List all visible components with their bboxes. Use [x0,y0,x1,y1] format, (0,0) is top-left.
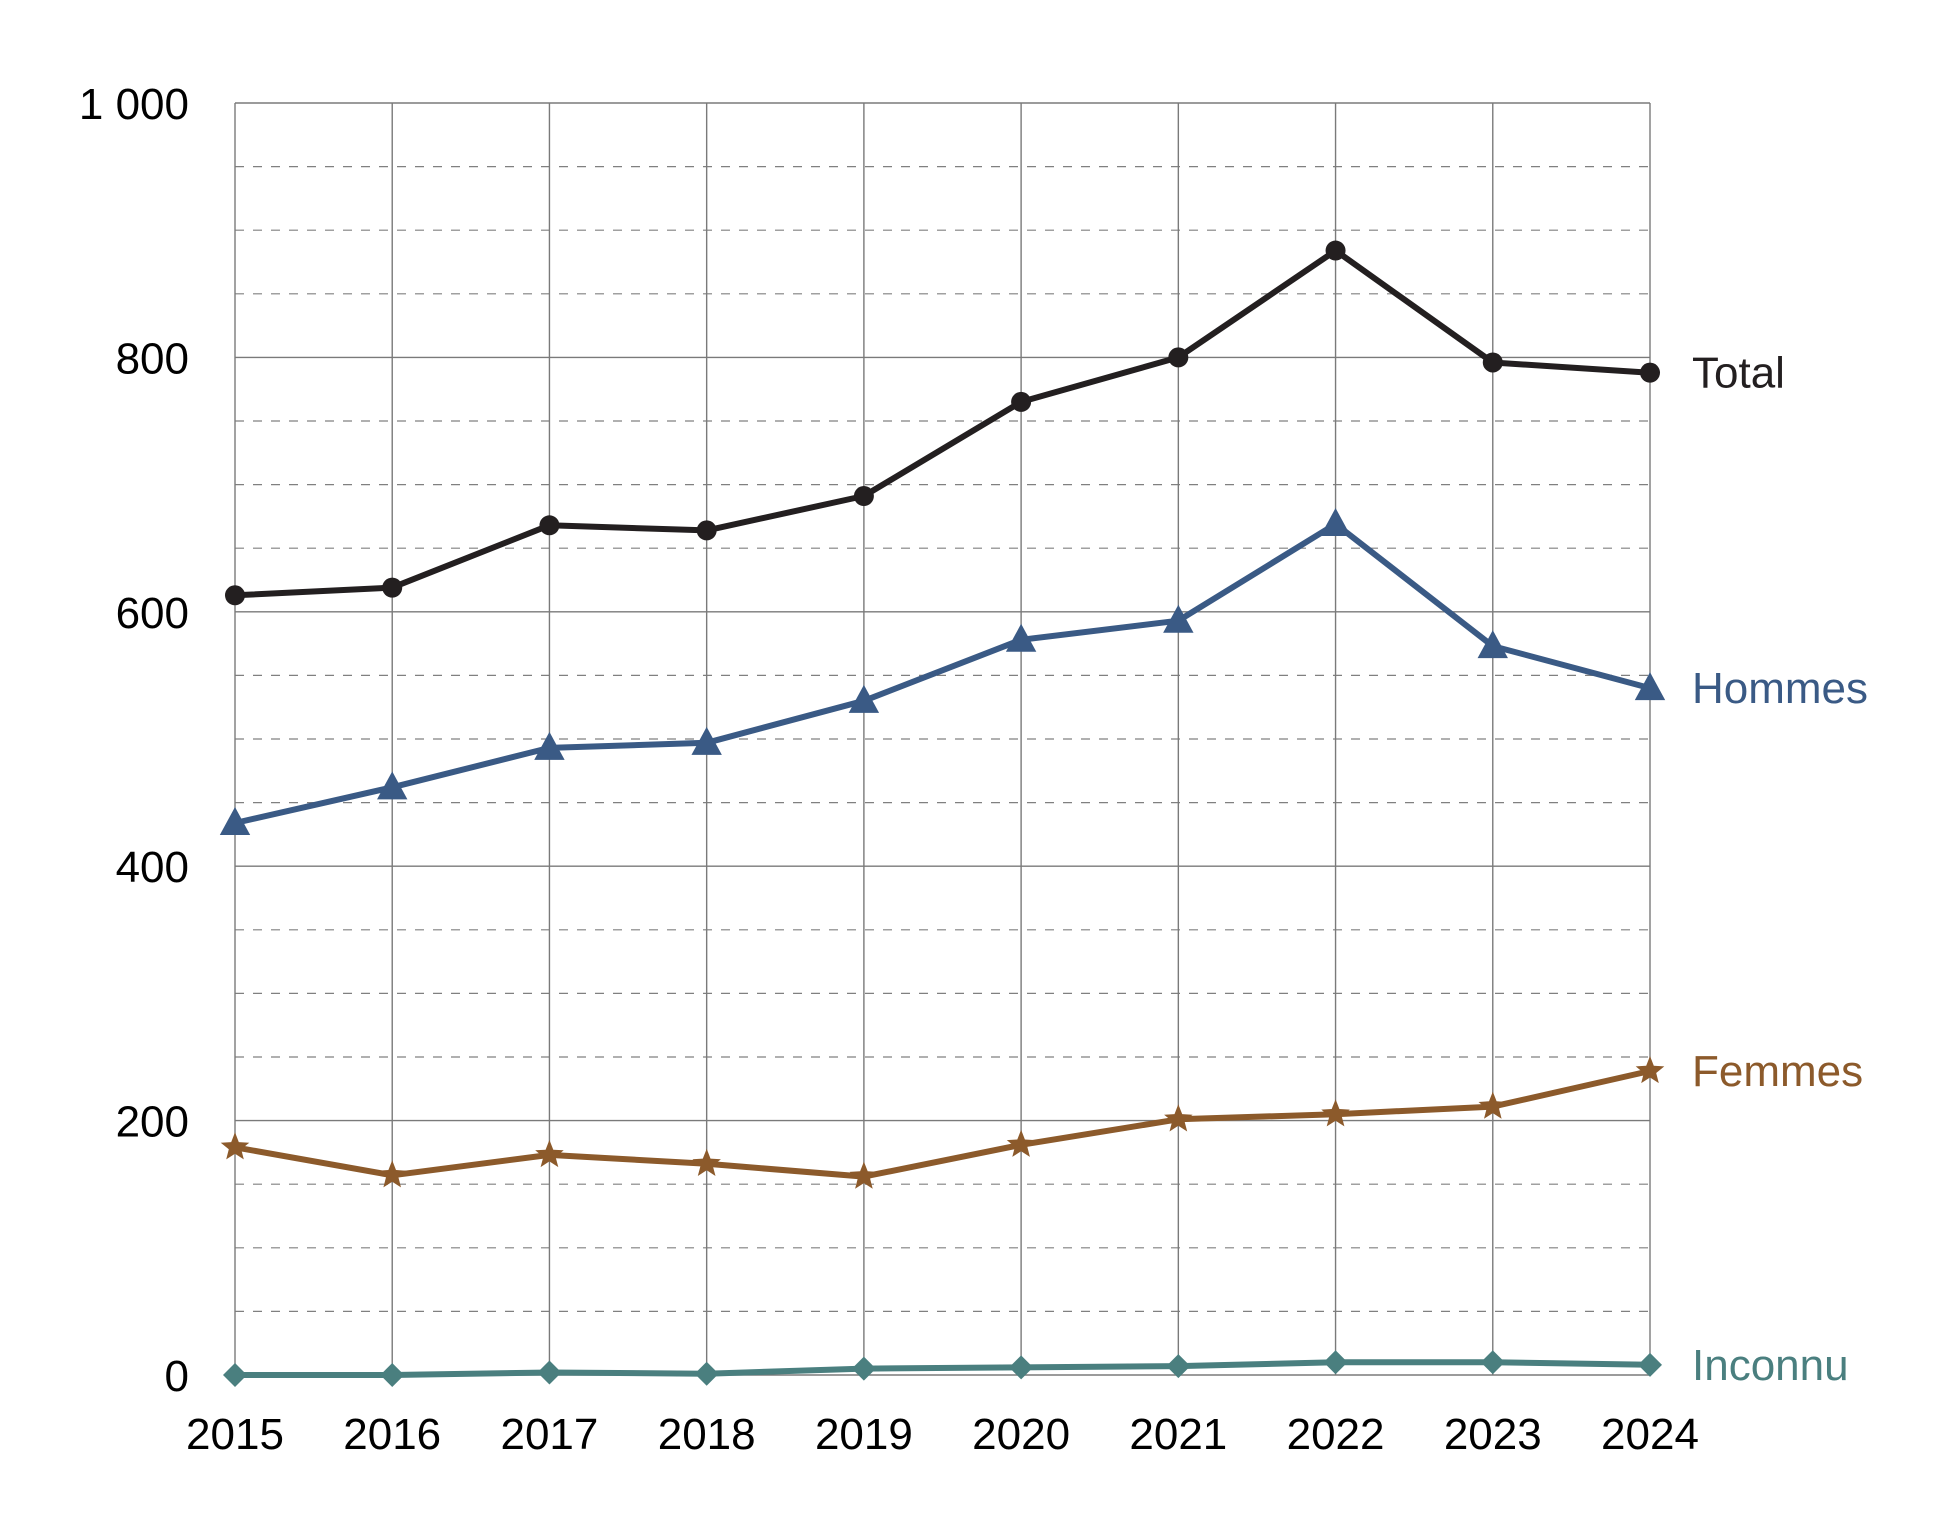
series-label-hommes: Hommes [1692,664,1868,713]
data-point-circle [382,577,403,598]
data-point-diamond [1323,1350,1348,1375]
y-tick-label: 800 [116,334,189,383]
x-tick-label: 2017 [500,1410,598,1459]
data-point-triangle [219,806,251,835]
data-point-triangle [534,731,565,760]
data-point-triangle [691,726,722,755]
data-point-circle [1482,352,1503,373]
data-point-diamond [694,1361,719,1386]
x-tick-label: 2016 [343,1410,441,1459]
series-group [219,240,1666,1387]
data-point-circle [1640,362,1660,383]
y-tick-label: 0 [165,1352,189,1401]
data-point-diamond [1009,1355,1034,1380]
series-line [232,247,1653,599]
data-point-star [849,1161,879,1189]
data-point-triangle [1320,508,1351,537]
data-point-star [1006,1129,1036,1157]
series-line [232,1359,1653,1378]
data-point-star [1478,1091,1507,1119]
data-point-diamond [537,1360,562,1385]
series-femmes [220,1056,1665,1189]
y-tick-label: 1 000 [79,80,189,129]
data-point-star [692,1148,721,1176]
data-point-star [1635,1056,1665,1084]
data-point-diamond [1166,1354,1191,1379]
data-point-diamond [223,1363,247,1387]
series-line [232,1068,1653,1180]
series-hommes [219,508,1666,835]
data-point-circle [1011,391,1032,412]
data-point-triangle [377,771,408,800]
data-point-diamond [1638,1352,1662,1377]
data-point-circle [225,585,245,606]
y-tick-label: 400 [116,843,189,892]
x-tick-label: 2015 [186,1410,284,1459]
data-point-circle [539,515,560,536]
labels: Total Hommes Femmes Inconnu [1692,349,1868,1390]
series-inconnu [223,1350,1662,1387]
data-point-diamond [1480,1350,1505,1375]
series-label-femmes: Femmes [1692,1047,1863,1096]
x-tick-label: 2023 [1444,1410,1542,1459]
series-label-total: Total [1692,349,1785,398]
data-point-diamond [380,1363,405,1387]
grid [234,102,1651,1376]
data-point-diamond [851,1356,876,1381]
y-tick-label: 600 [116,589,189,638]
series-label-inconnu: Inconnu [1692,1341,1849,1390]
x-tick-label: 2024 [1601,1410,1699,1459]
x-tick-label: 2022 [1287,1410,1385,1459]
x-tick-label: 2019 [815,1410,913,1459]
series-line [232,521,1653,826]
axes: 0 200 400 600 800 1 000 2015 2016 2017 2018 2019 20… [79,80,1699,1459]
data-point-triangle [1477,630,1508,659]
data-point-star [220,1132,250,1160]
data-point-circle [1325,240,1346,261]
data-point-circle [696,520,717,541]
data-point-star [535,1139,564,1168]
data-point-star [1164,1104,1193,1132]
data-point-triangle [1163,604,1194,633]
x-tick-label: 2020 [972,1410,1070,1459]
data-point-star [378,1160,407,1188]
data-point-triangle [1005,623,1037,652]
y-tick-label: 200 [116,1098,189,1147]
data-point-circle [853,486,874,507]
data-point-triangle [1634,672,1666,701]
x-tick-label: 2018 [658,1410,756,1459]
data-point-circle [1168,347,1189,368]
data-point-star [1321,1099,1350,1127]
data-point-triangle [848,684,880,713]
series-total [225,240,1660,606]
x-tick-label: 2021 [1129,1410,1227,1459]
